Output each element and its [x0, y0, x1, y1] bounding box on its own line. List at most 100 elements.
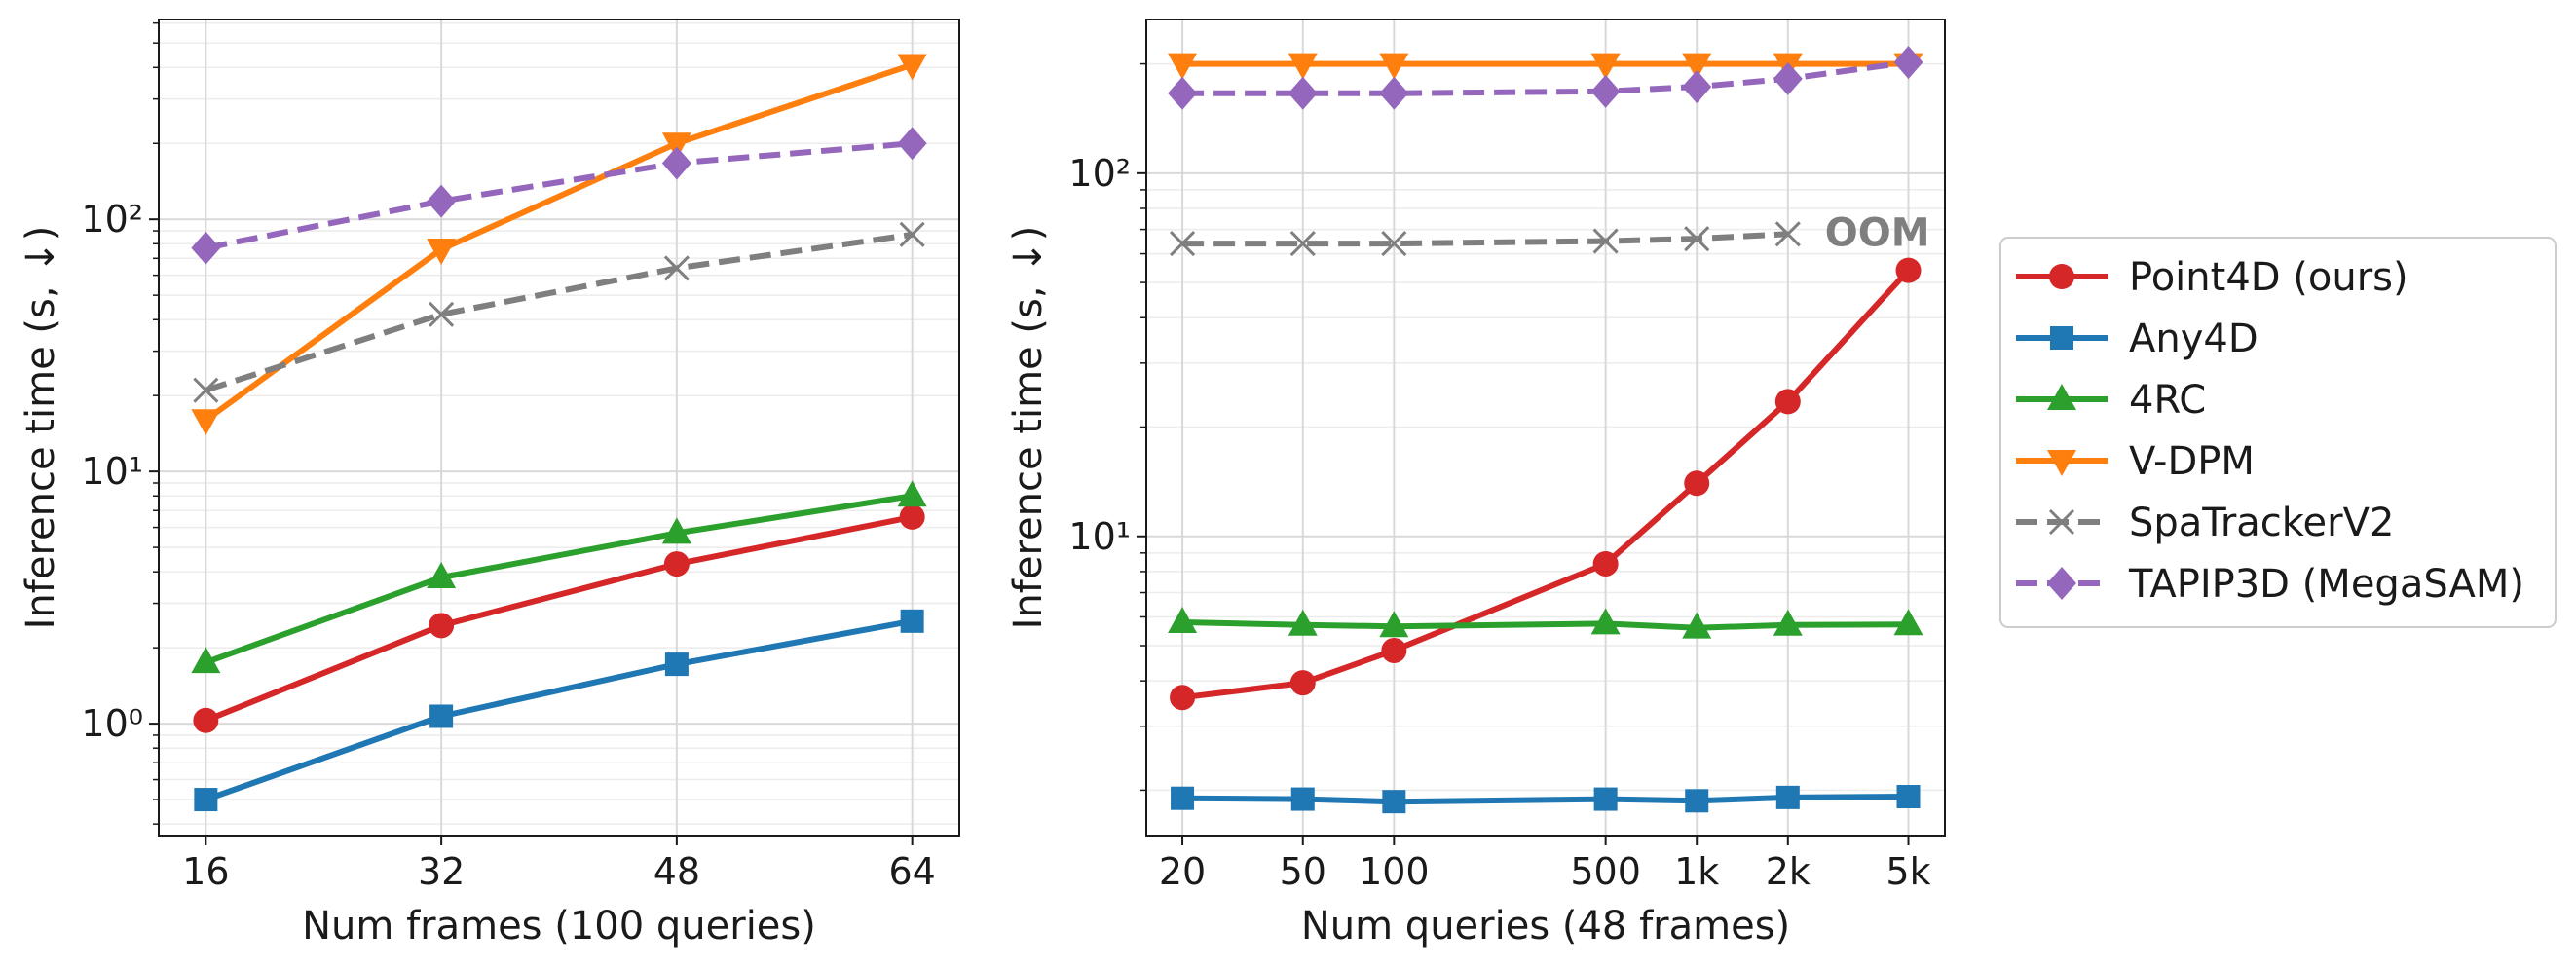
data-point [1593, 787, 1618, 811]
legend-label: 4RC [2129, 378, 2206, 423]
series-markers [193, 503, 925, 733]
data-point [1379, 611, 1409, 638]
x-tick-label: 500 [1570, 850, 1641, 893]
legend-label: Any4D [2129, 316, 2259, 361]
legend-marker [2047, 450, 2076, 476]
data-point [1289, 231, 1316, 257]
series-markers [194, 609, 924, 812]
grid [1146, 19, 1945, 836]
data-point [427, 239, 457, 266]
series-markers [191, 54, 927, 436]
data-point [1682, 612, 1712, 639]
x-tick-label: 48 [653, 850, 700, 893]
series-line [1182, 231, 1788, 247]
data-point [1168, 53, 1198, 80]
plot-frame [1145, 19, 1946, 837]
data-point [1288, 53, 1318, 80]
data-point [1288, 609, 1318, 636]
legend: Point4D (ours) Any4D 4RC V-DPM SpaTrackerV2 T… [1999, 237, 2557, 628]
data-point [899, 221, 925, 247]
y-tick-label: 10¹ [81, 450, 143, 493]
data-point [1381, 231, 1407, 257]
series-line [1182, 619, 1909, 631]
data-point [1592, 550, 1619, 577]
data-point [897, 480, 927, 507]
series-line [204, 61, 914, 423]
legend-item: SpaTrackerV2 [2016, 501, 2394, 545]
series-markers [1171, 785, 1921, 814]
legend-label: Point4D (ours) [2129, 255, 2408, 300]
x-tick-label: 32 [418, 850, 465, 893]
data-point [1288, 76, 1318, 110]
data-point [1379, 53, 1409, 80]
x-tick-label: 100 [1359, 850, 1430, 893]
chart-queries: 20 50 100 500 1k 2k 5k 10¹ 10² OOM Num queries (48… [1006, 19, 1946, 949]
data-point [1169, 231, 1196, 257]
data-point [194, 788, 218, 812]
y-axis-label: Inference time (s, ↓) [19, 226, 63, 630]
y-tick-label: 10² [1068, 152, 1131, 195]
data-point [427, 184, 457, 218]
x-tick-label: 1k [1674, 850, 1719, 893]
series-line [205, 617, 914, 802]
data-point [191, 409, 221, 436]
legend-item: Point4D (ours) [2016, 255, 2408, 300]
data-point [429, 704, 454, 728]
legend-marker [2048, 508, 2075, 536]
plot-frame [158, 19, 960, 837]
series-markers [191, 127, 927, 265]
data-point [663, 551, 690, 577]
data-point [661, 132, 691, 160]
data-point [1682, 53, 1712, 80]
x-axis-label: Num queries (48 frames) [1301, 904, 1790, 949]
data-point [661, 517, 691, 544]
data-point [1684, 470, 1710, 497]
x-axis-label: Num frames (100 queries) [302, 904, 816, 949]
grid [159, 19, 959, 836]
data-point [1893, 45, 1923, 79]
data-point [1893, 609, 1923, 636]
x-tick-label: 64 [888, 850, 935, 893]
legend-marker [2047, 567, 2076, 600]
data-point [1379, 76, 1409, 110]
series-line [205, 493, 914, 666]
data-point [1685, 789, 1709, 813]
data-point [900, 609, 924, 633]
data-point [1170, 685, 1196, 711]
series-group [204, 61, 914, 802]
legend-marker [2049, 264, 2074, 289]
series-line [205, 140, 913, 251]
legend-label: SpaTrackerV2 [2129, 501, 2394, 545]
data-point [899, 503, 925, 530]
legend-item: 4RC [2016, 378, 2206, 423]
y-tick-label: 10¹ [1068, 515, 1131, 558]
data-point [897, 54, 927, 81]
series-markers [1168, 606, 1923, 639]
legend-item: Any4D [2016, 316, 2259, 361]
data-point [664, 652, 689, 677]
data-point [429, 613, 455, 639]
data-point [191, 231, 221, 265]
legend-item: V-DPM [2016, 439, 2255, 484]
x-tick-label: 20 [1159, 850, 1206, 893]
data-point [1168, 76, 1198, 110]
series-markers [1170, 257, 1922, 711]
y-tick-label: 10² [81, 198, 143, 241]
legend-label: TAPIP3D (MegaSAM) [2128, 562, 2524, 607]
x-tick-label: 16 [182, 850, 229, 893]
series-markers [1168, 45, 1923, 110]
data-point [1592, 228, 1619, 254]
data-point [1382, 790, 1406, 814]
data-point [1590, 53, 1621, 80]
data-point [1773, 61, 1803, 95]
annotation: OOM [1825, 210, 1930, 255]
legend-marker [2050, 326, 2073, 350]
y-tick-label: 10⁰ [81, 702, 143, 745]
y-axis-label: Inference time (s, ↓) [1006, 226, 1051, 630]
legend-box [1999, 237, 2557, 628]
x-tick-label: 50 [1280, 850, 1326, 893]
chart-frames: 16 32 48 64 10⁰ 10¹ 10² Num frames (100 queries… [19, 19, 960, 949]
data-point [1895, 257, 1922, 283]
data-point [1290, 787, 1315, 811]
data-point [1168, 606, 1198, 633]
